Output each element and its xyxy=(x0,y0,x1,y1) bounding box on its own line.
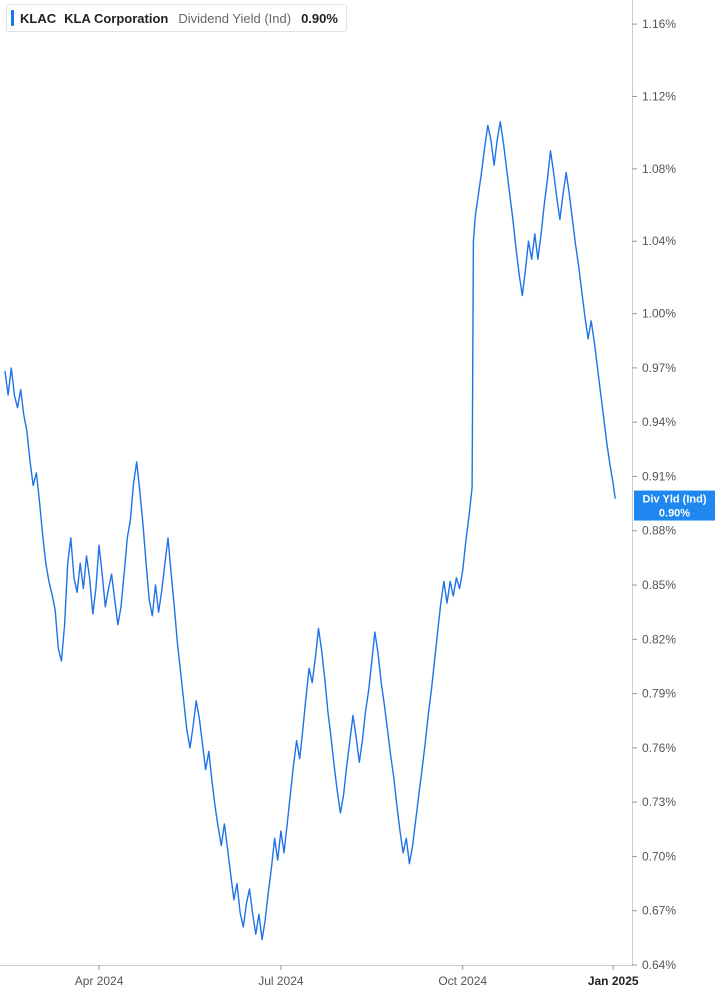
svg-text:1.00%: 1.00% xyxy=(642,307,676,321)
svg-text:Apr 2024: Apr 2024 xyxy=(75,974,124,988)
svg-text:Jul 2024: Jul 2024 xyxy=(258,974,304,988)
svg-text:0.91%: 0.91% xyxy=(642,469,676,483)
svg-text:1.16%: 1.16% xyxy=(642,17,676,31)
svg-text:0.76%: 0.76% xyxy=(642,741,676,755)
svg-text:0.73%: 0.73% xyxy=(642,795,676,809)
svg-text:0.85%: 0.85% xyxy=(642,578,676,592)
svg-text:Oct 2024: Oct 2024 xyxy=(438,974,487,988)
svg-text:0.67%: 0.67% xyxy=(642,904,676,918)
svg-text:0.79%: 0.79% xyxy=(642,687,676,701)
svg-text:0.70%: 0.70% xyxy=(642,849,676,863)
svg-text:0.82%: 0.82% xyxy=(642,632,676,646)
svg-text:0.97%: 0.97% xyxy=(642,361,676,375)
svg-text:0.94%: 0.94% xyxy=(642,415,676,429)
svg-text:1.08%: 1.08% xyxy=(642,162,676,176)
svg-text:0.64%: 0.64% xyxy=(642,958,676,972)
chart-container[interactable]: 0.64% 0.67% 0.70% 0.73% 0.76% 0.79% 0.82% 0.85%… xyxy=(0,0,717,1005)
svg-text:Div Yld (Ind): Div Yld (Ind) xyxy=(643,494,707,506)
svg-text:0.88%: 0.88% xyxy=(642,524,676,538)
svg-text:Jan 2025: Jan 2025 xyxy=(588,974,639,988)
chart-svg[interactable]: 0.64% 0.67% 0.70% 0.73% 0.76% 0.79% 0.82% 0.85%… xyxy=(0,0,717,1005)
svg-text:1.04%: 1.04% xyxy=(642,234,676,248)
svg-text:1.12%: 1.12% xyxy=(642,89,676,103)
svg-text:0.90%: 0.90% xyxy=(659,508,690,520)
